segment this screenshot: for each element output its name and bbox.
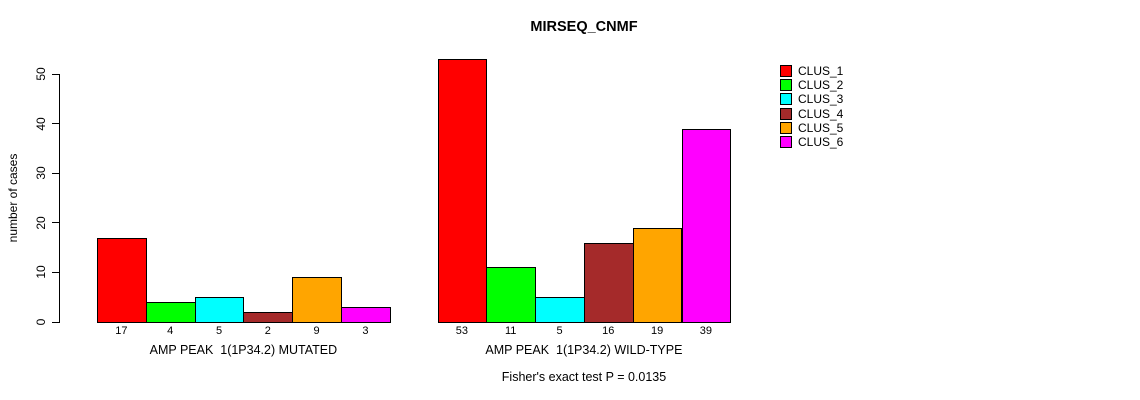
bar-clus-4-g0 xyxy=(243,312,294,323)
y-tick-label: 20 xyxy=(34,216,48,230)
y-tick-label: 10 xyxy=(34,265,48,280)
legend-item-label: CLUS_5 xyxy=(798,120,844,135)
legend-item-label: CLUS_2 xyxy=(798,78,844,93)
legend-swatch-clus-6 xyxy=(780,136,792,149)
legend-item-label: CLUS_3 xyxy=(798,92,844,107)
legend-swatch-clus-3 xyxy=(780,93,792,106)
legend-swatch-clus-4 xyxy=(780,107,792,120)
bar-value-label: 5 xyxy=(215,325,223,337)
bar-value-label: 53 xyxy=(455,325,469,337)
bar-value-label: 2 xyxy=(264,325,271,337)
y-tick-label: 40 xyxy=(34,116,48,131)
bar-value-label: 17 xyxy=(115,325,128,337)
bar-clus-6-g0 xyxy=(341,307,391,323)
y-tick-label: 30 xyxy=(34,166,48,180)
legend-swatch-clus-1 xyxy=(780,65,792,78)
y-tick xyxy=(52,172,59,174)
y-tick xyxy=(52,222,59,224)
y-axis-line xyxy=(59,74,60,323)
legend-item-label: CLUS_6 xyxy=(798,135,844,150)
bar-value-label: 39 xyxy=(699,325,713,337)
bar-clus-6-g1 xyxy=(681,128,732,323)
legend-swatch-clus-5 xyxy=(780,121,792,134)
bar-value-label: 3 xyxy=(362,325,369,337)
bar-value-label: 4 xyxy=(167,325,174,337)
bar-clus-3-g0 xyxy=(194,297,245,323)
y-tick xyxy=(52,321,59,323)
y-tick xyxy=(52,123,59,125)
bar-clus-2-g1 xyxy=(486,267,537,323)
legend-item-label: CLUS_1 xyxy=(798,64,844,79)
y-tick-label: 50 xyxy=(34,67,48,81)
bar-clus-4-g1 xyxy=(583,242,634,323)
bar-clus-1-g1 xyxy=(437,59,488,323)
legend-swatch-clus-2 xyxy=(780,79,792,92)
legend-item-clus-2: CLUS_2 xyxy=(780,78,843,92)
bar-value-label: 5 xyxy=(556,325,563,337)
bar-value-label: 11 xyxy=(504,325,517,337)
legend-item-clus-3: CLUS_3 xyxy=(780,92,843,106)
bar-value-label: 19 xyxy=(650,325,664,337)
x-group-label-0: AMP PEAK 1(1P34.2) MUTATED xyxy=(149,343,338,357)
legend-item-clus-1: CLUS_1 xyxy=(780,64,843,78)
x-group-label-1: AMP PEAK 1(1P34.2) WILD-TYPE xyxy=(485,343,683,357)
y-tick-label: 0 xyxy=(34,318,48,326)
bar-value-label: 9 xyxy=(313,325,320,337)
chart-title: MIRSEQ_CNMF xyxy=(530,19,638,35)
legend-item-clus-5: CLUS_5 xyxy=(780,121,843,135)
y-tick xyxy=(52,271,59,273)
bar-clus-1-g0 xyxy=(97,237,147,323)
bar-clus-5-g0 xyxy=(292,277,342,323)
fisher-annotation: Fisher's exact test P = 0.0135 xyxy=(501,370,667,384)
legend-item-clus-6: CLUS_6 xyxy=(780,135,843,149)
bar-value-label: 16 xyxy=(602,325,615,337)
legend: CLUS_1 CLUS_2 CLUS_3 CLUS_4 CLUS_5 CLUS_6 xyxy=(780,64,843,149)
bar-clus-5-g1 xyxy=(632,227,683,323)
bar-clus-3-g1 xyxy=(535,297,585,323)
legend-item-clus-4: CLUS_4 xyxy=(780,107,843,121)
bar-clus-2-g0 xyxy=(145,302,196,323)
legend-item-label: CLUS_4 xyxy=(798,106,844,121)
y-tick xyxy=(52,73,59,75)
